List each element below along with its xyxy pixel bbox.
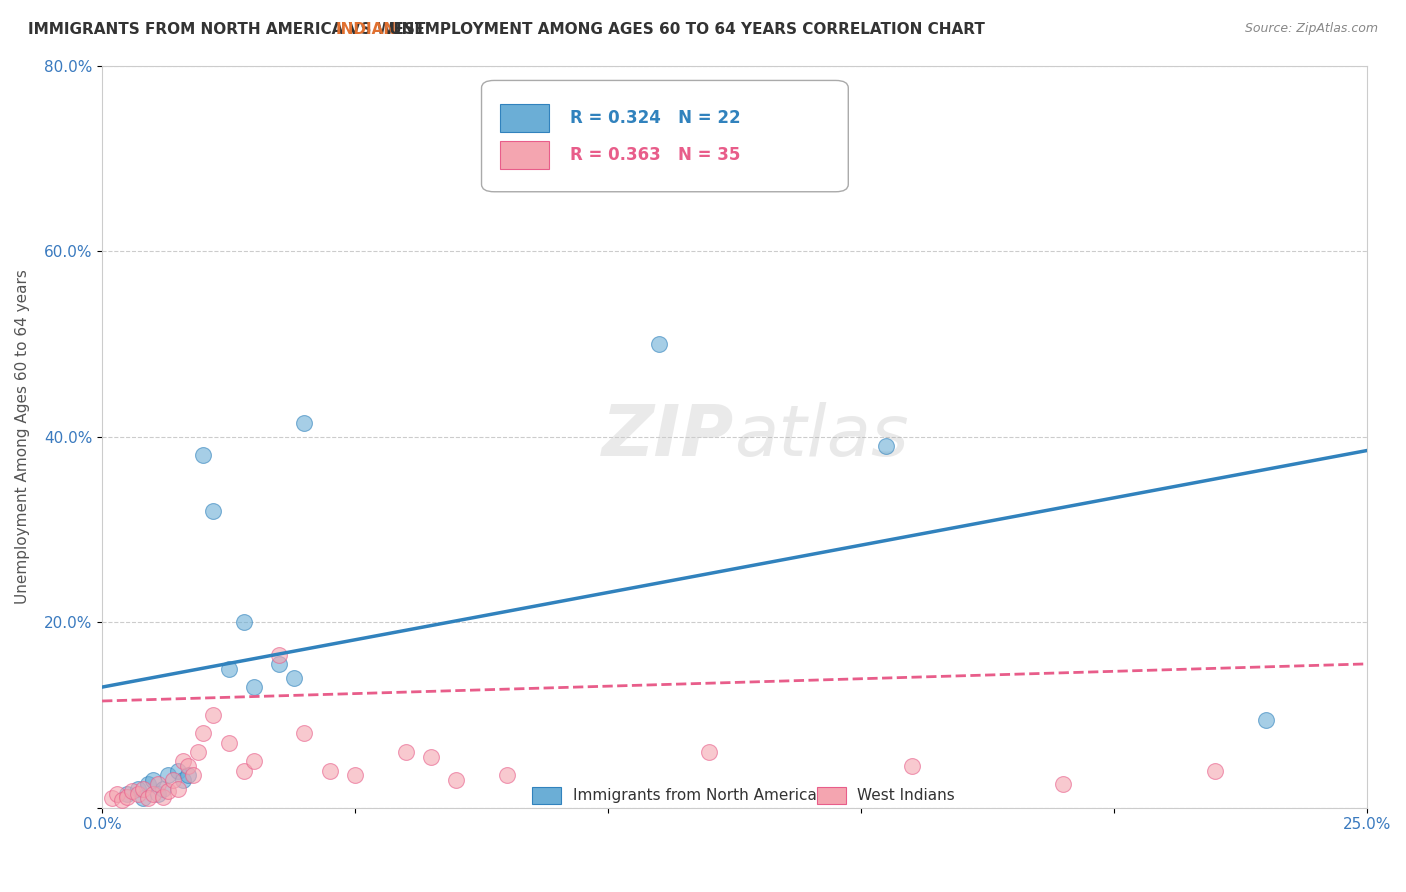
Point (193, 448, 215, 462)
Point (177, 768, 200, 782)
Point (395, 745, 418, 759)
Point (177, 759, 200, 773)
Point (344, 768, 367, 782)
Point (101, 791, 124, 805)
Point (232, 764, 254, 778)
Point (105, 787, 128, 801)
Point (117, 789, 139, 804)
Point (875, 439, 897, 453)
Text: atlas: atlas (734, 402, 910, 471)
Point (152, 782, 174, 797)
Point (647, 337, 669, 351)
Point (131, 791, 153, 805)
Point (232, 615, 254, 629)
Bar (817, 787, 846, 804)
Point (319, 764, 342, 778)
Point (269, 648, 291, 662)
Point (294, 416, 316, 430)
Point (142, 787, 165, 801)
Point (1204, 764, 1226, 778)
Point (172, 772, 194, 787)
FancyBboxPatch shape (481, 80, 848, 192)
Point (142, 772, 165, 787)
Point (146, 777, 169, 791)
Point (156, 784, 179, 798)
Text: West Indians: West Indians (858, 788, 955, 803)
Bar (501, 104, 548, 132)
Point (152, 789, 174, 804)
Point (1254, 713, 1277, 727)
Point (136, 777, 159, 791)
Point (218, 736, 240, 750)
Point (146, 787, 169, 801)
Point (127, 782, 149, 797)
Point (167, 782, 190, 797)
Text: Immigrants from North America: Immigrants from North America (572, 788, 817, 803)
Point (444, 772, 467, 787)
Point (697, 745, 720, 759)
Point (167, 764, 190, 778)
Text: UNEMPLOYMENT AMONG AGES 60 TO 64 YEARS CORRELATION CHART: UNEMPLOYMENT AMONG AGES 60 TO 64 YEARS C… (384, 22, 984, 37)
Point (187, 745, 209, 759)
Point (419, 749, 441, 764)
Point (156, 768, 179, 782)
Y-axis label: Unemployment Among Ages 60 to 64 years: Unemployment Among Ages 60 to 64 years (15, 269, 30, 604)
Bar (501, 141, 548, 169)
Point (136, 791, 159, 805)
Text: R = 0.363   N = 35: R = 0.363 N = 35 (569, 146, 741, 164)
Point (269, 657, 291, 671)
Point (495, 768, 517, 782)
Text: R = 0.324   N = 22: R = 0.324 N = 22 (569, 110, 741, 128)
Text: IMMIGRANTS FROM NORTH AMERICA VS WEST: IMMIGRANTS FROM NORTH AMERICA VS WEST (28, 22, 430, 37)
Bar (531, 787, 561, 804)
Point (218, 661, 240, 675)
Point (121, 784, 143, 798)
Text: INDIAN: INDIAN (335, 22, 396, 37)
Point (243, 754, 266, 768)
Text: ZIP: ZIP (602, 402, 734, 471)
Point (202, 504, 225, 518)
Point (181, 768, 204, 782)
Point (131, 782, 153, 797)
Point (111, 793, 134, 807)
Point (172, 754, 194, 768)
Point (127, 787, 149, 801)
Point (117, 787, 139, 801)
Point (162, 772, 184, 787)
Text: Source: ZipAtlas.com: Source: ZipAtlas.com (1244, 22, 1378, 36)
Point (294, 726, 316, 740)
Point (193, 726, 215, 740)
Point (202, 707, 225, 722)
Point (900, 759, 922, 773)
Point (243, 680, 266, 694)
Point (283, 671, 305, 685)
Point (1052, 777, 1074, 791)
